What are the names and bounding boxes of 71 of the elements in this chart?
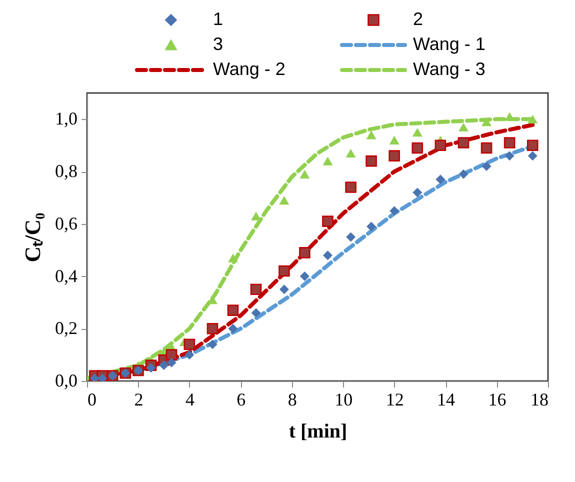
legend-label: Wang - 1 xyxy=(413,34,486,54)
point xyxy=(208,340,218,350)
point xyxy=(412,142,424,154)
point xyxy=(528,114,538,124)
point xyxy=(184,350,194,360)
point xyxy=(482,117,492,126)
point xyxy=(345,182,356,193)
point xyxy=(300,170,310,178)
point xyxy=(504,137,516,148)
point xyxy=(228,324,238,334)
point xyxy=(412,128,422,137)
point xyxy=(251,308,261,318)
point xyxy=(184,338,196,350)
point xyxy=(278,265,290,277)
point xyxy=(458,169,468,179)
point xyxy=(366,222,376,232)
point xyxy=(300,272,310,282)
point xyxy=(323,250,332,260)
point xyxy=(322,216,334,227)
x-tick-label: 4 xyxy=(185,390,194,410)
x-tick-label: 16 xyxy=(488,390,506,410)
point xyxy=(279,284,289,294)
point xyxy=(166,358,176,368)
point xyxy=(346,232,356,242)
point xyxy=(366,130,376,140)
point xyxy=(458,137,470,148)
x-tick-label: 8 xyxy=(288,390,297,410)
y-tick-label: 0,6 xyxy=(55,213,78,234)
point xyxy=(146,363,156,373)
x-tick-label: 10 xyxy=(334,390,353,410)
y-tick-label: 1,0 xyxy=(55,108,78,129)
legend-label: 3 xyxy=(213,34,224,54)
x-tick-label: 2 xyxy=(134,390,144,410)
y-tick-label: 0,2 xyxy=(55,318,78,338)
x-tick-label: 14 xyxy=(437,390,456,410)
point xyxy=(166,349,178,360)
y-axis-title: Cₜ/C₀ xyxy=(20,212,45,262)
point xyxy=(526,140,538,152)
point xyxy=(228,254,238,262)
x-tick-label: 12 xyxy=(386,390,404,410)
y-tick-label: 0,0 xyxy=(55,370,78,390)
point xyxy=(346,148,356,158)
point xyxy=(206,322,218,334)
point xyxy=(482,162,492,172)
point xyxy=(390,206,400,216)
point xyxy=(436,174,446,184)
point xyxy=(434,140,446,152)
point xyxy=(366,155,377,167)
point xyxy=(250,284,262,296)
point xyxy=(322,156,333,166)
point xyxy=(227,304,239,316)
y-tick-label: 0,4 xyxy=(55,266,78,286)
x-axis-title: t [min] xyxy=(288,420,348,442)
point xyxy=(388,150,400,162)
x-tick-label: 18 xyxy=(530,390,548,410)
point xyxy=(389,136,400,144)
x-tick-label: 6 xyxy=(236,390,246,410)
point xyxy=(504,151,514,161)
point xyxy=(528,151,538,161)
point xyxy=(279,196,290,205)
x-tick-label: 0 xyxy=(88,390,96,410)
legend-label: 2 xyxy=(413,9,424,29)
point xyxy=(159,360,169,370)
legend-label: Wang - 3 xyxy=(413,59,486,79)
legend-label: 1 xyxy=(213,9,224,29)
point xyxy=(480,142,492,154)
y-tick-label: 0,8 xyxy=(55,161,78,182)
point xyxy=(412,188,422,198)
point xyxy=(299,247,310,258)
legend-label: Wang - 2 xyxy=(213,59,286,79)
point xyxy=(458,122,468,132)
